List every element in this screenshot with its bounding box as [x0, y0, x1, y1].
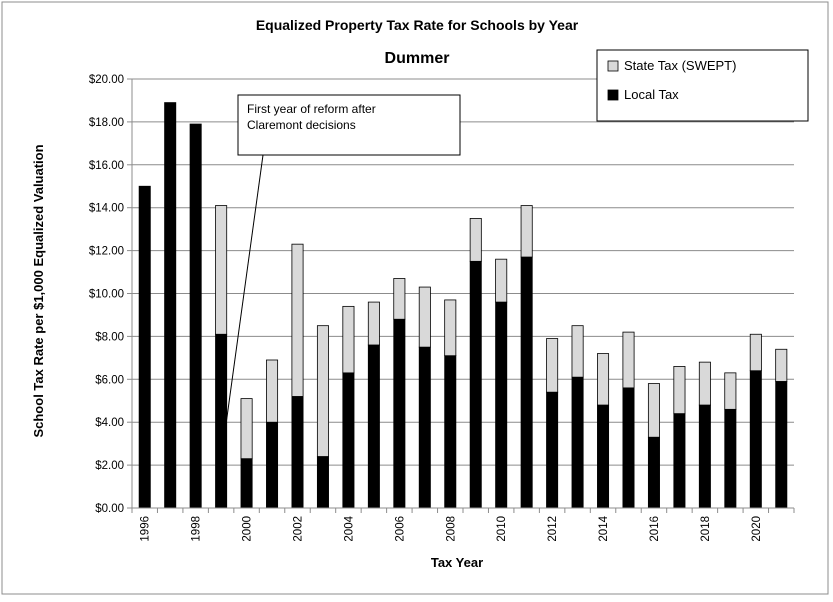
bar-local-2011: [520, 256, 533, 509]
y-tick-label: $8.00: [95, 331, 124, 343]
annotation: First year of reform after Claremont deci…: [224, 94, 461, 431]
bar-local-2017: [673, 413, 686, 509]
legend-label: Local Tax: [624, 87, 679, 102]
bar-state-2002: [291, 243, 304, 397]
bar-state-2021: [775, 348, 788, 382]
chart-title: Equalized Property Tax Rate for Schools …: [256, 17, 579, 33]
bar-state-2012: [546, 338, 559, 393]
bar-local-1996: [138, 185, 151, 509]
x-tick-label: 2016: [649, 516, 661, 542]
y-tick-label: $2.00: [95, 460, 124, 472]
bar-state-2016: [647, 383, 660, 438]
bar-local-2006: [393, 318, 406, 509]
bar-state-2014: [597, 353, 610, 406]
bar-local-2001: [266, 421, 279, 509]
bar-state-1999: [215, 205, 228, 335]
bar-state-2017: [673, 366, 686, 415]
axes: [131, 79, 795, 513]
annotation-leader-line: [224, 154, 264, 431]
bar-state-2000: [240, 398, 253, 460]
y-tick-label: $18.00: [89, 117, 124, 129]
bar-local-2002: [291, 396, 304, 509]
bar-local-2000: [240, 458, 253, 509]
bar-local-2004: [342, 372, 355, 509]
legend-label: State Tax (SWEPT): [624, 58, 736, 73]
y-tick-label: $10.00: [89, 289, 124, 301]
legend-swatch: [607, 89, 619, 101]
bar-state-2004: [342, 305, 355, 374]
bar-state-2015: [622, 331, 635, 389]
y-tick-label: $20.00: [89, 74, 124, 86]
bar-state-2001: [266, 359, 279, 423]
x-tick-label: 2006: [394, 516, 406, 542]
x-tick-label: 2012: [547, 516, 559, 542]
bar-local-1997: [164, 102, 177, 509]
x-tick-label: 2014: [598, 515, 610, 541]
bar-local-2018: [698, 404, 711, 509]
y-tick-label: $12.00: [89, 246, 124, 258]
bar-local-2015: [622, 387, 635, 509]
annotation-box: [237, 94, 461, 156]
bar-state-2013: [571, 325, 584, 378]
bar-state-2008: [444, 299, 457, 357]
legend: State Tax (SWEPT) Local Tax: [596, 49, 809, 122]
x-tick-label: 2000: [242, 516, 254, 542]
bar-state-2007: [418, 286, 431, 348]
bars: [138, 102, 788, 509]
bar-state-2019: [724, 372, 737, 410]
bar-local-2014: [597, 404, 610, 509]
bar-local-2005: [367, 344, 380, 509]
bar-local-2007: [418, 346, 431, 509]
x-tick-labels: 1996 1998 2000 2002 2004 2006 2008 2010 2012 2014…: [140, 515, 763, 541]
x-axis-label: Tax Year: [431, 555, 483, 570]
x-tick-label: 2002: [293, 516, 305, 542]
x-tick-label: 1998: [191, 516, 203, 542]
x-tick-label: 1996: [140, 516, 152, 542]
y-axis-label: School Tax Rate per $1,000 Equalized Val…: [31, 144, 46, 437]
bar-local-2016: [647, 436, 660, 509]
legend-box: [596, 49, 809, 122]
bar-state-2020: [749, 333, 762, 372]
bar-local-2019: [724, 408, 737, 509]
x-tick-label: 2008: [445, 516, 457, 542]
bar-local-2020: [749, 370, 762, 509]
bar-state-2011: [520, 205, 533, 258]
chart-subtitle: Dummer: [385, 50, 450, 67]
bar-local-2009: [469, 260, 482, 509]
bar-local-2012: [546, 391, 559, 509]
y-tick-label: $4.00: [95, 417, 124, 429]
x-tick-label: 2020: [751, 516, 763, 542]
bar-local-2010: [495, 301, 508, 509]
y-tick-label: $6.00: [95, 374, 124, 386]
x-tick-label: 2018: [700, 516, 712, 542]
bar-state-2003: [316, 325, 329, 457]
bar-state-2010: [495, 258, 508, 303]
bar-local-2013: [571, 376, 584, 509]
y-tick-labels: $0.00 $2.00 $4.00 $6.00 $8.00 $10.00 $12.00 $14…: [89, 74, 124, 515]
bar-state-2009: [469, 218, 482, 262]
bar-local-1999: [215, 333, 228, 509]
y-tick-label: $0.00: [95, 503, 124, 515]
annotation-text: First year of reform after: [247, 102, 376, 116]
x-tick-label: 2004: [343, 515, 355, 541]
annotation-text: Claremont decisions: [247, 118, 356, 132]
x-tick-label: 2010: [496, 516, 508, 542]
bar-state-2006: [393, 278, 406, 320]
y-tick-label: $16.00: [89, 160, 124, 172]
legend-swatch: [607, 60, 619, 72]
bar-local-2008: [444, 355, 457, 509]
bar-state-2005: [367, 301, 380, 346]
y-tick-label: $14.00: [89, 203, 124, 215]
bar-state-2018: [698, 361, 711, 406]
bar-local-2021: [775, 381, 788, 509]
bar-local-2003: [316, 456, 329, 509]
bar-local-1998: [189, 123, 202, 509]
